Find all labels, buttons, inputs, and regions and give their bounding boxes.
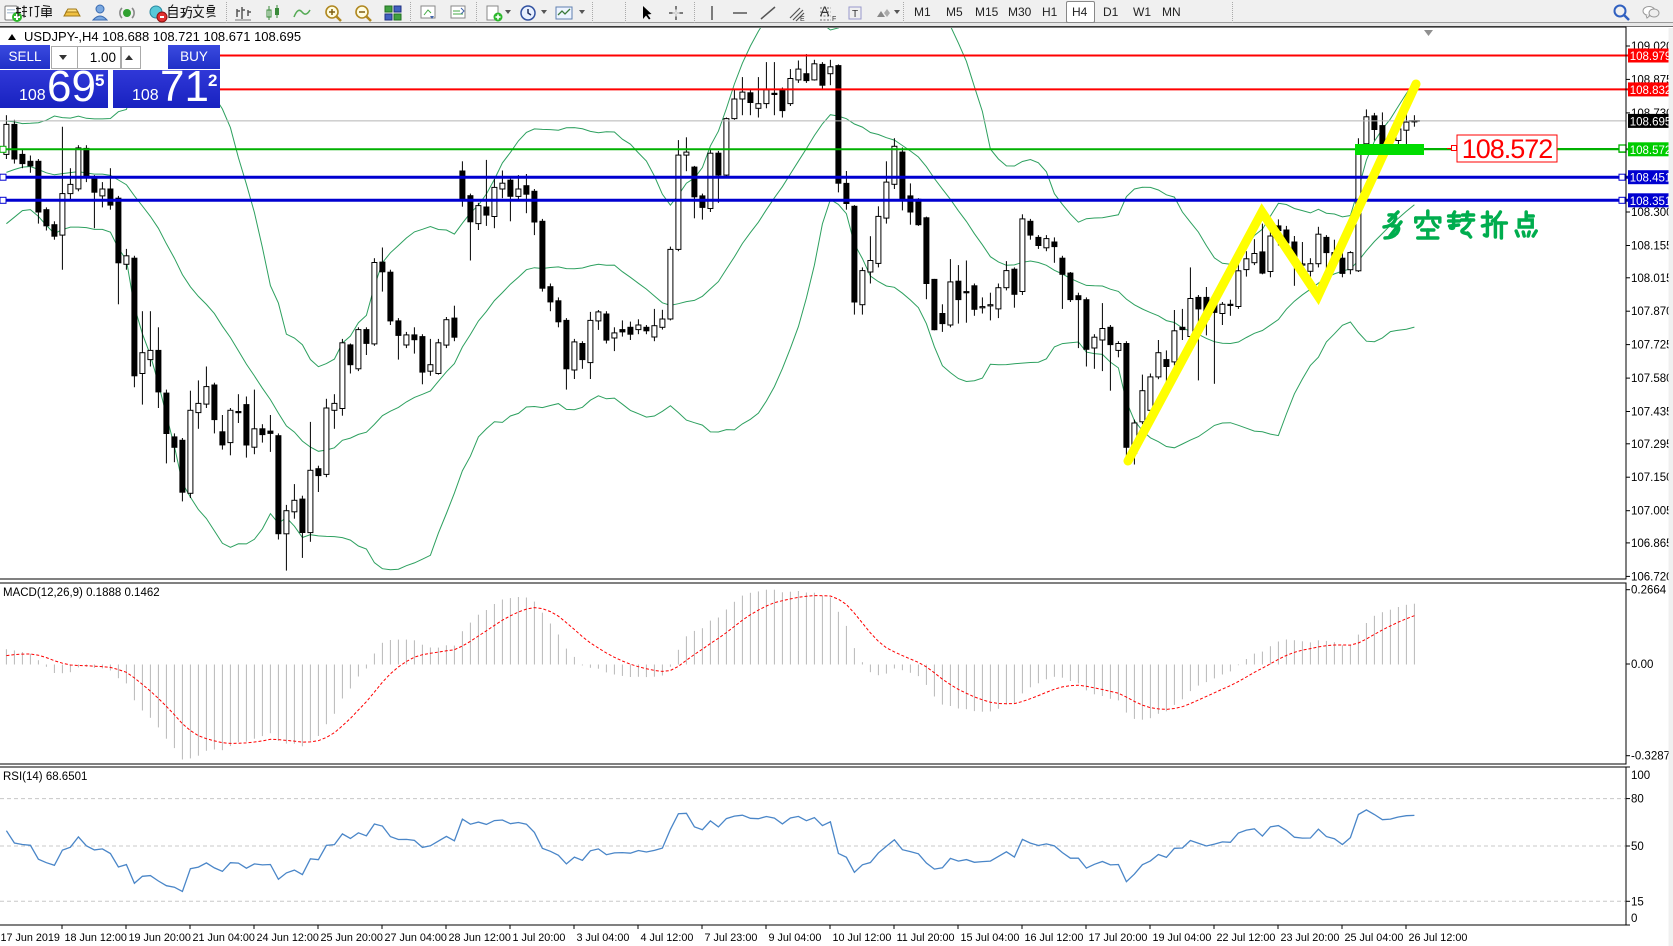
svg-text:27 Jun 04:00: 27 Jun 04:00: [385, 932, 447, 944]
svg-text:E: E: [800, 16, 805, 23]
svg-text:107.580: 107.580: [1631, 373, 1673, 385]
svg-text:19 Jul 04:00: 19 Jul 04:00: [1153, 932, 1212, 944]
svg-text:107.725: 107.725: [1631, 340, 1673, 352]
svg-text:23 Jul 20:00: 23 Jul 20:00: [1281, 932, 1340, 944]
svg-text:108.155: 108.155: [1631, 241, 1673, 253]
svg-text:19 Jun 20:00: 19 Jun 20:00: [129, 932, 191, 944]
svg-text:50: 50: [1631, 841, 1644, 853]
svg-text:108.351: 108.351: [1630, 196, 1672, 208]
svg-text:108.979: 108.979: [1630, 51, 1672, 63]
svg-text:T: T: [852, 9, 858, 20]
svg-text:7 Jul 23:00: 7 Jul 23:00: [705, 932, 758, 944]
svg-text:-0.3287: -0.3287: [1631, 751, 1670, 763]
svg-text:22 Jul 12:00: 22 Jul 12:00: [1217, 932, 1276, 944]
svg-text:108.015: 108.015: [1631, 273, 1673, 285]
svg-text:108.832: 108.832: [1630, 85, 1672, 97]
svg-text:107.435: 107.435: [1631, 407, 1673, 419]
svg-text:25 Jun 20:00: 25 Jun 20:00: [321, 932, 383, 944]
svg-text:15: 15: [1631, 896, 1644, 908]
svg-text:108.572: 108.572: [1630, 145, 1672, 157]
svg-text:100: 100: [1631, 770, 1650, 782]
svg-text:107.005: 107.005: [1631, 506, 1673, 518]
svg-text:28 Jun 12:00: 28 Jun 12:00: [449, 932, 511, 944]
svg-text:17 Jun 2019: 17 Jun 2019: [1, 932, 60, 944]
svg-text:9 Jul 04:00: 9 Jul 04:00: [769, 932, 822, 944]
svg-text:0.2664: 0.2664: [1631, 585, 1667, 597]
svg-text:25 Jul 04:00: 25 Jul 04:00: [1345, 932, 1404, 944]
svg-text:80: 80: [1631, 794, 1644, 806]
svg-text:108.572: 108.572: [1462, 134, 1553, 164]
svg-text:F: F: [832, 16, 836, 23]
svg-text:21 Jun 04:00: 21 Jun 04:00: [193, 932, 255, 944]
svg-text:106.720: 106.720: [1631, 571, 1673, 583]
svg-text:108.300: 108.300: [1631, 207, 1673, 219]
svg-text:16 Jul 12:00: 16 Jul 12:00: [1025, 932, 1084, 944]
svg-text:0: 0: [1631, 913, 1637, 925]
svg-text:0.00: 0.00: [1631, 659, 1653, 671]
svg-text:17 Jul 20:00: 17 Jul 20:00: [1089, 932, 1148, 944]
svg-text:107.295: 107.295: [1631, 439, 1673, 451]
svg-text:26 Jul 12:00: 26 Jul 12:00: [1409, 932, 1468, 944]
svg-text:18 Jun 12:00: 18 Jun 12:00: [65, 932, 127, 944]
svg-text:106.865: 106.865: [1631, 538, 1673, 550]
svg-text:107.150: 107.150: [1631, 472, 1673, 484]
svg-text:RSI(14) 68.6501: RSI(14) 68.6501: [3, 771, 87, 783]
svg-text:MACD(12,26,9) 0.1888 0.1462: MACD(12,26,9) 0.1888 0.1462: [3, 587, 160, 599]
svg-text:USDJPY-,H4 108.688 108.721 10: USDJPY-,H4 108.688 108.721 108.671 108.6…: [24, 29, 301, 44]
svg-text:4 Jul 12:00: 4 Jul 12:00: [641, 932, 694, 944]
svg-text:24 Jun 12:00: 24 Jun 12:00: [257, 932, 319, 944]
svg-text:15 Jul 04:00: 15 Jul 04:00: [961, 932, 1020, 944]
svg-text:108.695: 108.695: [1630, 116, 1672, 128]
svg-text:108.451: 108.451: [1630, 173, 1672, 185]
svg-text:3 Jul 04:00: 3 Jul 04:00: [577, 932, 630, 944]
svg-text:10 Jul 12:00: 10 Jul 12:00: [833, 932, 892, 944]
svg-text:1 Jul 20:00: 1 Jul 20:00: [513, 932, 566, 944]
svg-text:11 Jul 20:00: 11 Jul 20:00: [897, 932, 955, 944]
svg-text:107.870: 107.870: [1631, 306, 1673, 318]
